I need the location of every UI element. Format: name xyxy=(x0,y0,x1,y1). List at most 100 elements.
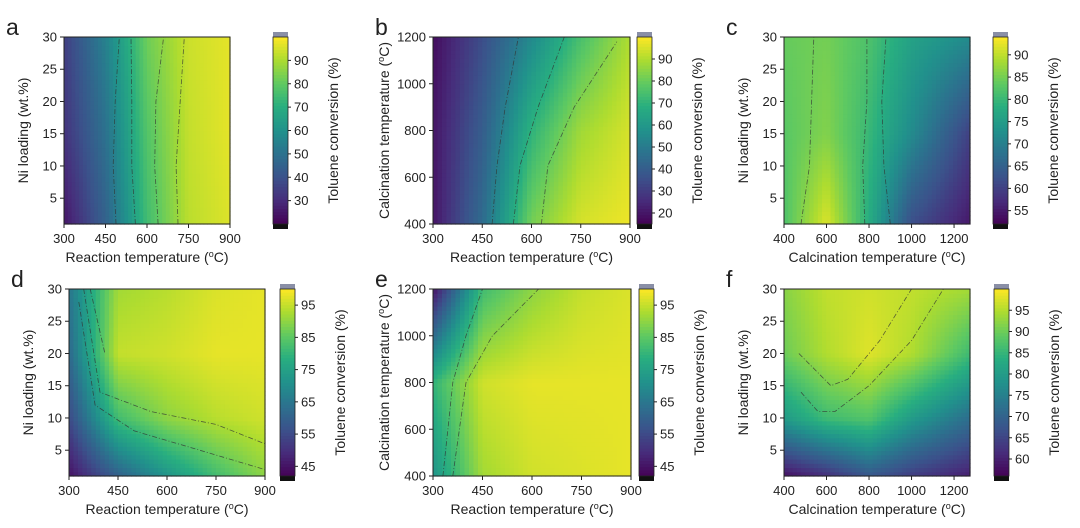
heat-cell xyxy=(154,190,159,195)
heat-cell xyxy=(625,122,631,127)
heat-cell xyxy=(571,202,577,208)
heat-cell xyxy=(805,185,810,191)
heat-cell xyxy=(864,143,870,149)
heat-cell xyxy=(79,71,84,76)
heat-cell xyxy=(616,109,622,115)
heat-cell xyxy=(188,75,193,81)
heat-cell xyxy=(518,113,524,119)
heat-cell xyxy=(500,177,506,183)
heat-cell xyxy=(473,62,479,68)
heat-cell xyxy=(473,211,479,217)
heat-cell xyxy=(607,62,613,68)
heat-cell xyxy=(531,62,537,68)
heat-cell xyxy=(162,83,167,89)
heat-cell xyxy=(67,147,73,153)
heat-cell xyxy=(788,96,794,102)
heat-cell xyxy=(855,134,861,140)
heat-cell xyxy=(580,194,586,200)
heat-cell xyxy=(500,96,506,102)
heat-cell xyxy=(838,139,844,144)
heat-cell xyxy=(571,126,577,132)
heat-cell xyxy=(576,79,582,85)
heat-cell xyxy=(553,75,559,81)
heat-cell xyxy=(796,207,802,212)
heat-cell xyxy=(226,71,231,76)
heat-cell xyxy=(504,164,510,170)
heat-cell xyxy=(94,160,99,166)
heat-cell xyxy=(571,190,577,195)
heat-cell xyxy=(459,219,465,225)
heat-cell xyxy=(464,194,470,200)
heat-cell xyxy=(192,173,197,178)
heat-cell xyxy=(796,164,802,170)
heat-cell xyxy=(162,75,167,81)
heat-cell xyxy=(203,147,208,153)
heat-cell xyxy=(147,198,152,204)
heat-cell xyxy=(464,202,470,208)
heat-cell xyxy=(809,168,815,174)
heat-cell xyxy=(792,96,798,102)
heat-cell xyxy=(522,105,528,110)
heat-cell xyxy=(79,185,84,191)
heat-cell xyxy=(482,168,488,174)
heat-cell xyxy=(177,202,182,208)
heat-cell xyxy=(518,71,524,76)
heat-cell xyxy=(805,207,810,212)
heat-cell xyxy=(576,181,582,187)
heat-cell xyxy=(792,190,798,195)
heat-cell xyxy=(180,117,186,123)
heat-cell xyxy=(522,190,528,195)
heat-cell xyxy=(603,160,609,166)
heat-cell xyxy=(97,62,103,68)
heat-cell xyxy=(813,181,819,187)
heat-cell xyxy=(509,190,515,195)
heat-cell xyxy=(558,185,564,191)
heat-cell xyxy=(585,194,591,200)
heat-cell xyxy=(116,126,122,132)
heat-cell xyxy=(598,122,604,127)
heat-cell xyxy=(513,215,519,221)
heat-cell xyxy=(199,202,205,208)
heat-cell xyxy=(531,122,537,127)
heat-cell xyxy=(504,194,510,200)
heat-cell xyxy=(784,215,789,221)
heat-cell xyxy=(553,100,559,106)
heat-cell xyxy=(211,151,216,157)
heat-cell xyxy=(120,202,125,208)
heat-cell xyxy=(809,198,815,204)
heat-cell xyxy=(607,113,613,119)
heat-cell xyxy=(482,49,488,55)
heat-cell xyxy=(455,207,461,212)
heat-cell xyxy=(784,79,789,85)
heat-cell xyxy=(169,198,175,204)
heat-cell xyxy=(441,62,448,68)
heat-cell xyxy=(851,143,857,149)
heat-cell xyxy=(226,96,231,102)
heat-cell xyxy=(847,49,853,55)
heat-cell xyxy=(482,143,488,149)
heat-cell xyxy=(105,160,110,166)
heat-cell xyxy=(792,168,798,174)
heat-cell xyxy=(165,41,171,47)
heat-cell xyxy=(473,83,479,89)
heat-cell xyxy=(468,185,474,191)
heat-cell xyxy=(433,134,439,140)
heat-cell xyxy=(522,164,528,170)
heat-cell xyxy=(211,54,216,59)
heat-cell xyxy=(838,113,844,119)
heat-cell xyxy=(843,100,849,106)
heat-cell xyxy=(562,164,568,170)
heat-cell xyxy=(226,54,231,59)
heat-cell xyxy=(116,105,122,110)
heat-cell xyxy=(486,219,492,225)
heat-cell xyxy=(184,185,190,191)
heat-cell xyxy=(544,156,551,161)
heat-cell xyxy=(218,41,224,47)
heat-cell xyxy=(813,45,819,51)
heat-cell xyxy=(199,96,205,102)
heat-cell xyxy=(82,134,88,140)
heat-cell xyxy=(192,207,197,212)
heat-cell xyxy=(169,190,175,195)
heat-cell xyxy=(464,177,470,183)
heat-cell xyxy=(226,49,231,55)
